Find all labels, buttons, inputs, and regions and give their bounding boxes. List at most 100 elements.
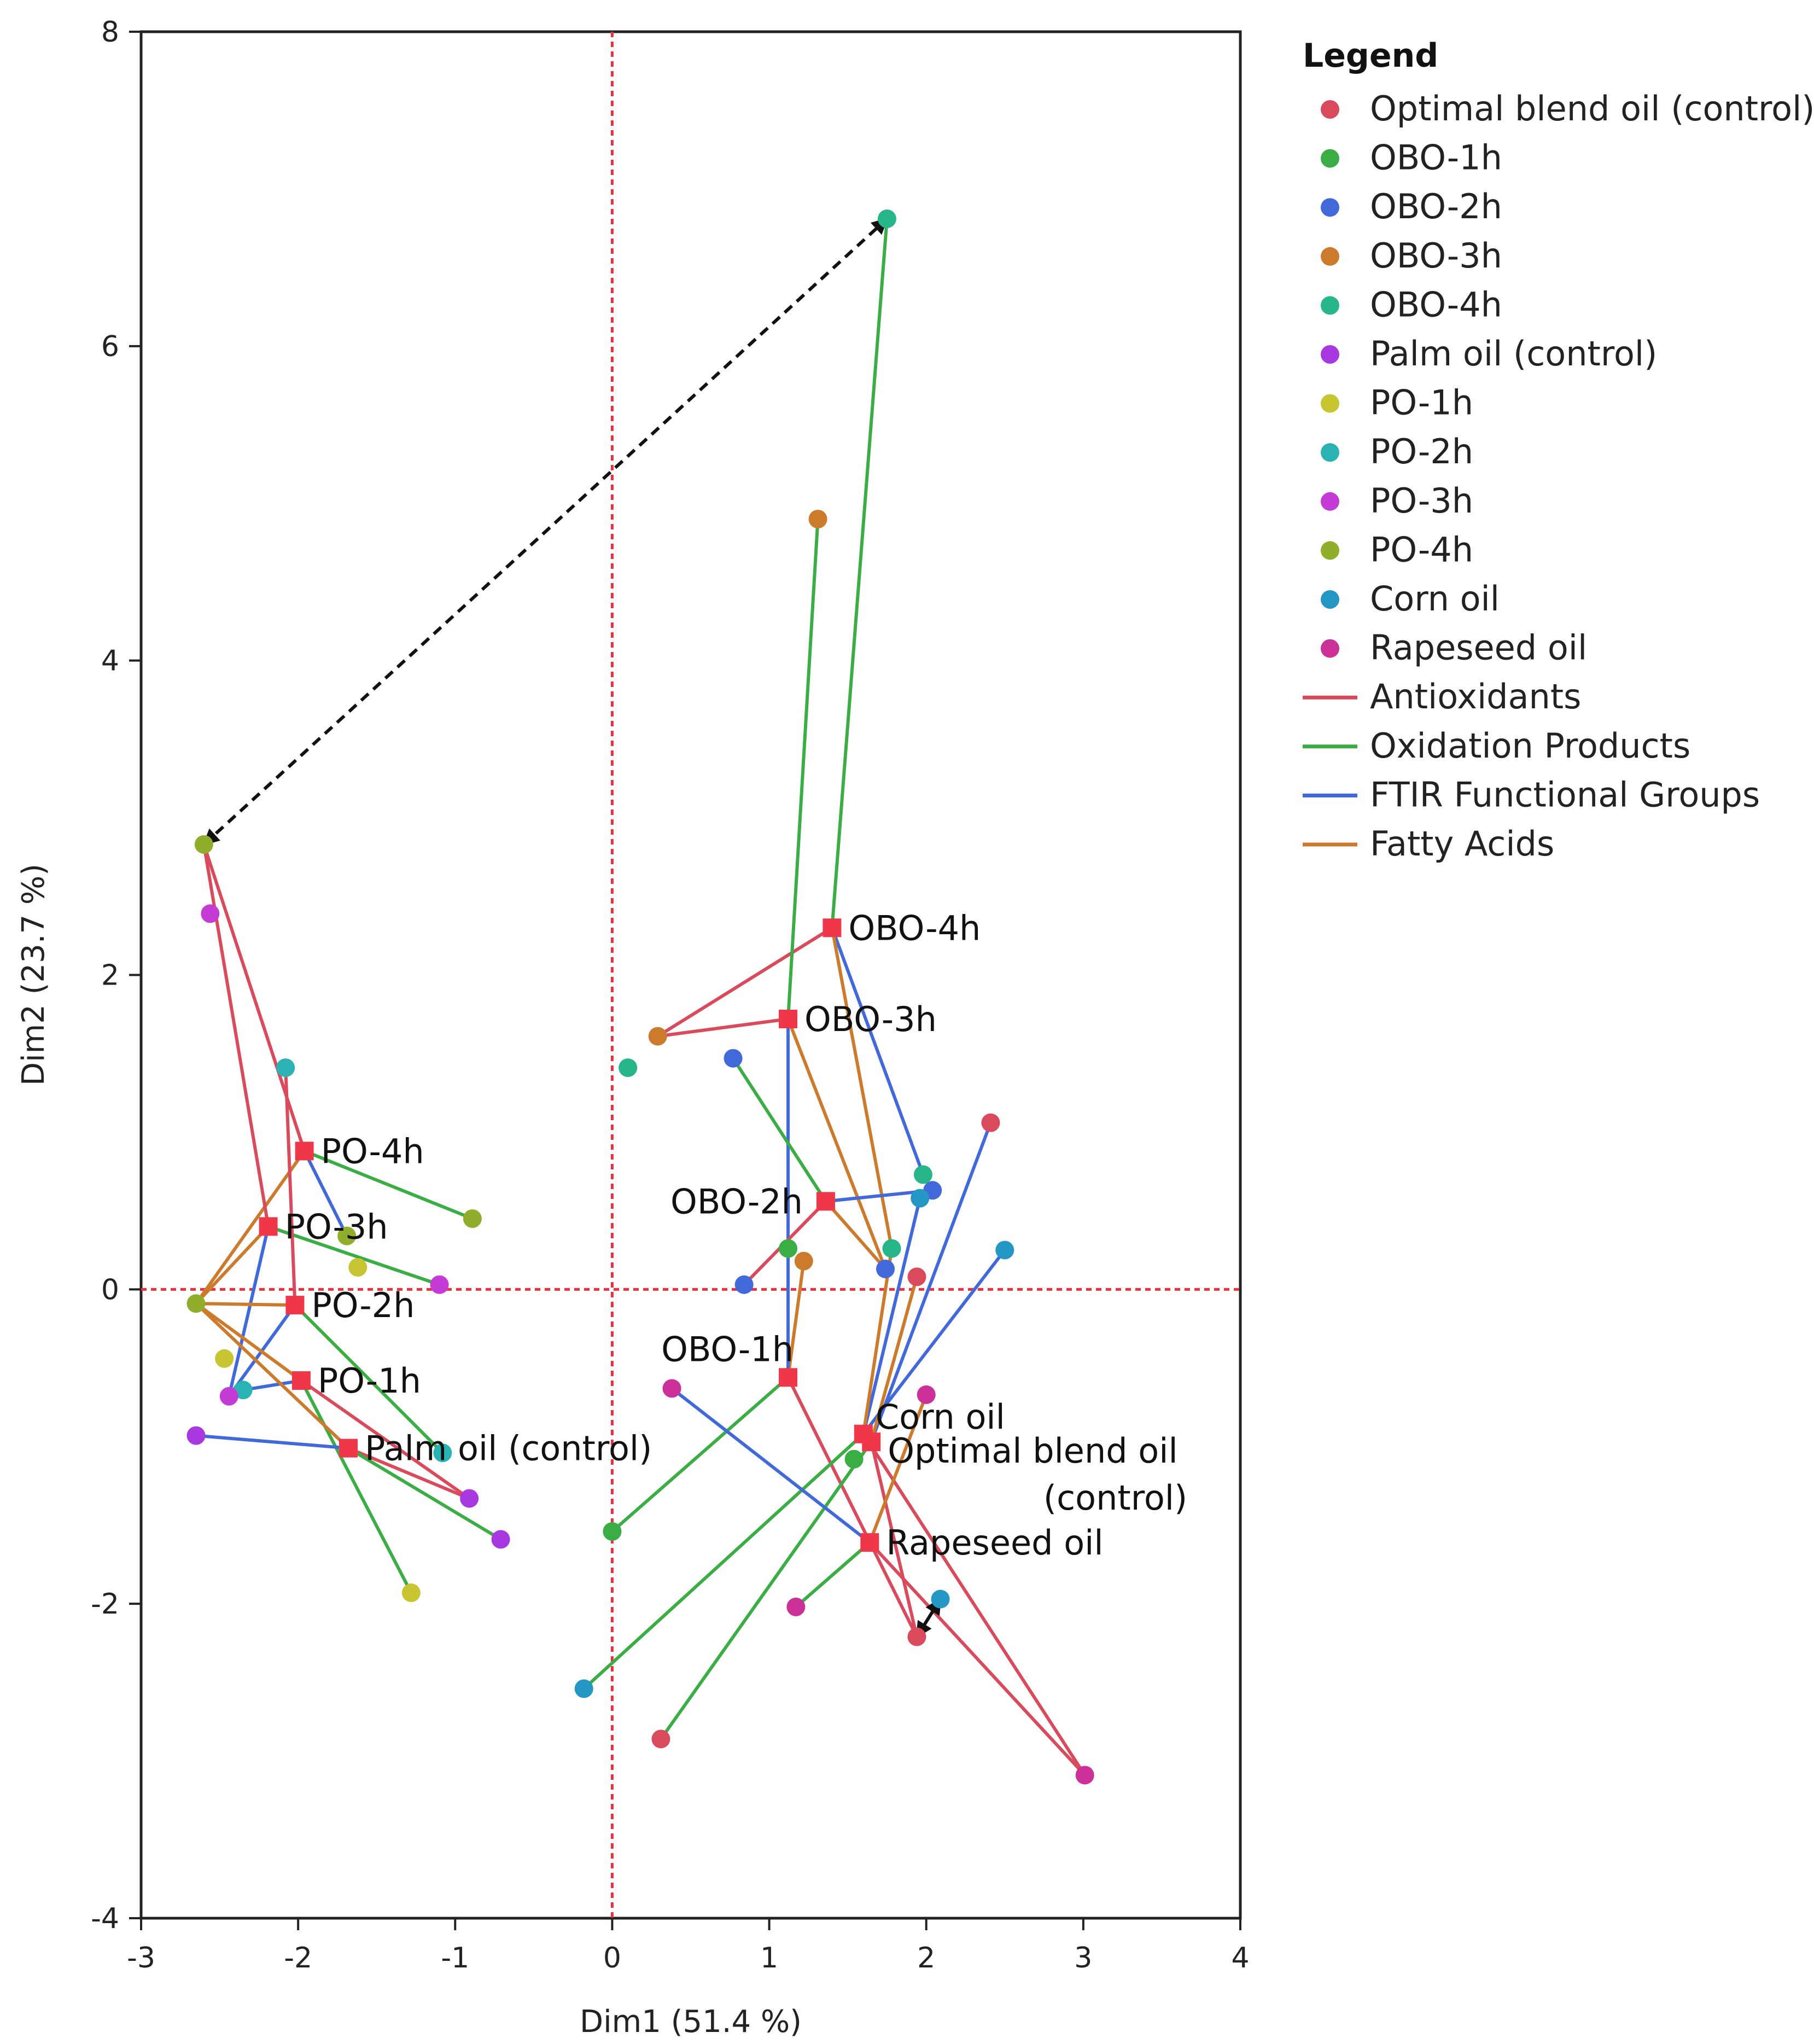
center-marker-po-2h xyxy=(285,1296,305,1315)
scatter-points xyxy=(186,209,1094,1785)
sample-label-po-1h: PO-1h xyxy=(318,1361,421,1401)
sample-label-po-3h: PO-3h xyxy=(285,1207,388,1247)
sample-centers xyxy=(259,918,881,1552)
point-po-4h xyxy=(194,835,213,854)
y-tick-label: 6 xyxy=(101,330,119,363)
y-tick-label: 8 xyxy=(101,16,119,49)
x-tick-label: -2 xyxy=(284,1942,312,1975)
point-palm-oil-control xyxy=(186,1426,206,1445)
center-marker-rapeseed-oil xyxy=(860,1533,879,1552)
legend-label-obo-2h: OBO-2h xyxy=(1370,187,1502,226)
connection-line-ftir-functional-groups xyxy=(194,1434,351,1450)
connection-line-ftir-functional-groups xyxy=(830,926,925,1177)
legend-label-po-4h: PO-4h xyxy=(1370,529,1473,569)
legend-marker-palm-oil-control xyxy=(1321,345,1339,364)
legend-label-corn-oil: Corn oil xyxy=(1370,579,1500,619)
legend-label-palm-oil-control: Palm oil (control) xyxy=(1370,334,1657,374)
center-marker-po-4h xyxy=(295,1142,314,1161)
legend-marker-rapeseed-oil xyxy=(1321,639,1339,658)
x-tick-label: 3 xyxy=(1074,1942,1092,1975)
center-marker-optimal-blend-oil-control xyxy=(862,1432,881,1452)
connection-line-fatty-acids xyxy=(870,1275,919,1444)
sample-label-optimal-blend-oil-control-line2: (control) xyxy=(1043,1478,1187,1518)
legend-label-oxidation-products: Oxidation Products xyxy=(1370,726,1690,766)
point-obo-1h xyxy=(779,1239,798,1258)
connection-line-antioxidants xyxy=(868,1541,1087,1777)
connection-line-oxidation-products xyxy=(582,1432,865,1691)
center-marker-obo-2h xyxy=(816,1192,835,1211)
point-po-1h xyxy=(215,1349,234,1368)
legend-marker-po-2h xyxy=(1321,443,1339,462)
reference-lines xyxy=(141,32,1240,1918)
point-corn-oil xyxy=(931,1589,950,1609)
point-obo-2h xyxy=(876,1259,895,1278)
x-tick-label: 1 xyxy=(760,1942,778,1975)
point-corn-oil xyxy=(995,1241,1014,1260)
connection-line-fatty-acids xyxy=(194,1302,303,1383)
point-po-4h xyxy=(463,1209,482,1228)
point-obo-2h xyxy=(724,1049,743,1068)
x-tick-label: -1 xyxy=(441,1942,469,1975)
x-tick-label: -3 xyxy=(127,1942,155,1975)
legend-marker-obo-2h xyxy=(1321,198,1339,217)
point-optimal-blend-oil-control xyxy=(907,1267,926,1286)
x-tick-label: 0 xyxy=(603,1942,621,1975)
point-rapeseed-oil xyxy=(917,1385,936,1404)
point-obo-3h xyxy=(794,1251,813,1271)
point-rapeseed-oil xyxy=(1075,1766,1094,1785)
legend-label-po-1h: PO-1h xyxy=(1370,383,1473,423)
point-palm-oil-control xyxy=(491,1530,510,1549)
y-tick-label: -4 xyxy=(91,1902,119,1935)
legend-marker-obo-1h xyxy=(1321,149,1339,168)
sample-label-po-4h: PO-4h xyxy=(321,1131,424,1171)
sample-label-rapeseed-oil: Rapeseed oil xyxy=(886,1523,1103,1563)
connection-line-oxidation-products xyxy=(299,1379,413,1595)
connection-line-antioxidants xyxy=(786,1376,919,1639)
center-marker-po-1h xyxy=(291,1371,311,1390)
legend-label-obo-3h: OBO-3h xyxy=(1370,236,1502,276)
connection-line-oxidation-products xyxy=(347,1446,503,1541)
legend-label-po-2h: PO-2h xyxy=(1370,432,1473,471)
connection-line-antioxidants xyxy=(870,1440,919,1639)
legend-label-rapeseed-oil: Rapeseed oil xyxy=(1370,628,1587,668)
connection-line-oxidation-products xyxy=(610,1376,790,1533)
connection-line-fatty-acids xyxy=(868,1393,928,1545)
center-marker-obo-3h xyxy=(779,1009,798,1028)
connection-line-fatty-acids xyxy=(194,1149,306,1306)
center-marker-obo-1h xyxy=(779,1368,798,1387)
plot-frame xyxy=(139,30,1242,1920)
connection-line-ftir-functional-groups xyxy=(227,1225,270,1398)
dashed-double-arrow xyxy=(202,217,889,846)
point-po-1h xyxy=(348,1258,368,1277)
legend-marker-obo-4h xyxy=(1321,296,1339,315)
point-po-2h xyxy=(276,1058,295,1078)
y-tick-label: 2 xyxy=(101,959,119,992)
connection-line-ftir-functional-groups xyxy=(861,1196,922,1436)
point-obo-1h xyxy=(844,1449,864,1469)
connection-line-ftir-functional-groups xyxy=(241,1379,303,1392)
point-optimal-blend-oil-control xyxy=(981,1113,1000,1132)
connection-line-antioxidants xyxy=(299,1379,471,1500)
connection-line-fatty-acids xyxy=(194,1302,351,1450)
x-tick-label: 2 xyxy=(917,1942,935,1975)
x-tick-label: 4 xyxy=(1231,1942,1249,1975)
sample-label-palm-oil-control: Palm oil (control) xyxy=(365,1429,652,1469)
connection-line-antioxidants xyxy=(656,926,834,1038)
legend-marker-optimal-blend-oil-control xyxy=(1321,100,1339,119)
point-po-2h xyxy=(433,1443,452,1463)
sample-label-corn-oil: Corn oil xyxy=(876,1397,1005,1437)
point-po-4h xyxy=(186,1294,206,1313)
point-po-2h xyxy=(234,1381,253,1400)
legend: Legend Optimal blend oil (control) OBO-1h… xyxy=(1303,37,1814,864)
x-axis-title: Dim1 (51.4 %) xyxy=(580,2004,802,2040)
plot-area: OBO-4h OBO-3h OBO-2h OBO-1h Corn oilOptimal … xyxy=(139,30,1242,1920)
point-rapeseed-oil xyxy=(662,1379,681,1398)
connection-line-fatty-acids xyxy=(824,1199,888,1271)
point-obo-3h xyxy=(648,1027,667,1046)
legend-marker-corn-oil xyxy=(1321,590,1339,609)
point-optimal-blend-oil-control xyxy=(651,1729,670,1749)
point-obo-2h xyxy=(734,1275,754,1294)
point-palm-oil-control xyxy=(460,1489,479,1508)
x-axis: -3 -2 -1 0 1 2 3 4 xyxy=(127,1918,1250,1975)
